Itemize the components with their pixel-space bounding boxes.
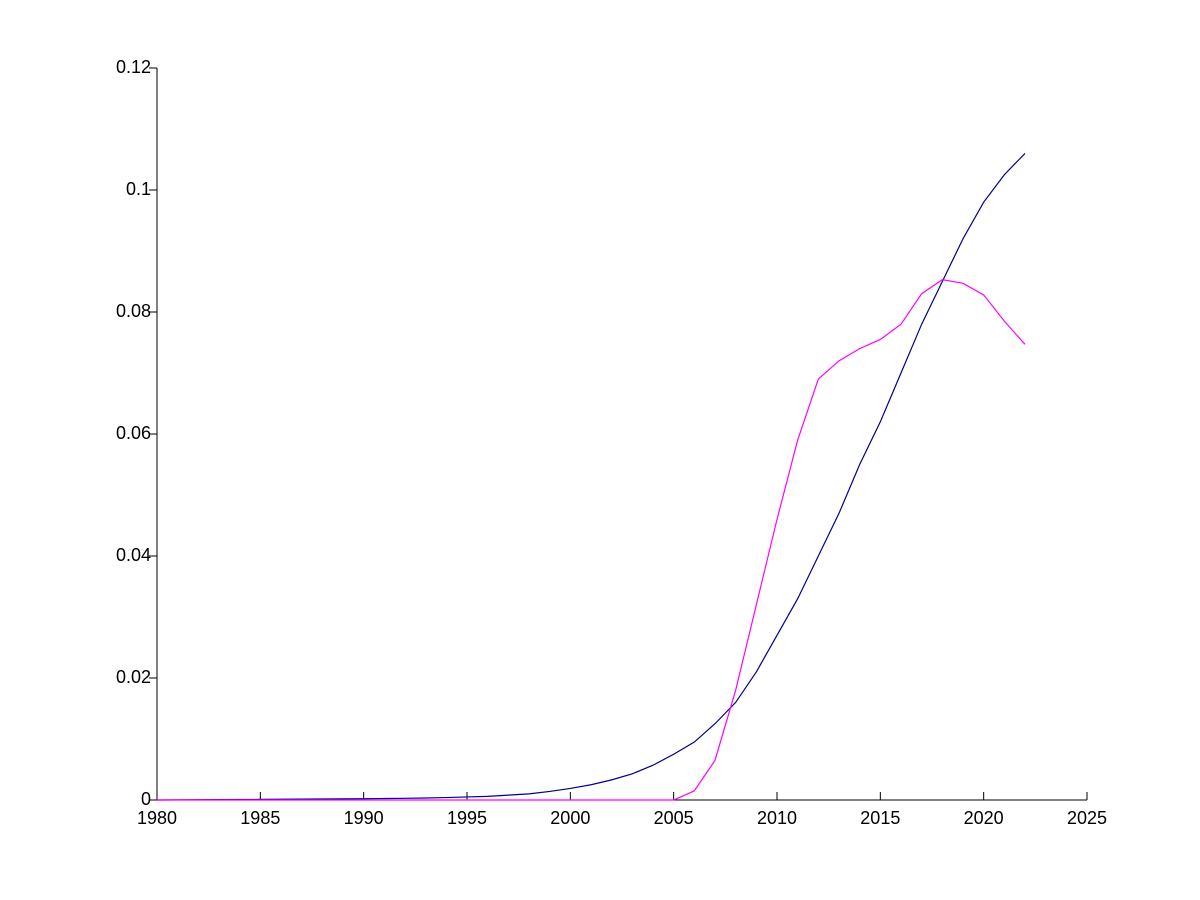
x-tick-label: 1980 [137,808,177,828]
x-tick-label: 2010 [757,808,797,828]
line-series [156,152,1026,801]
x-tick-label: 2020 [964,808,1004,828]
y-tick-label: 0.12 [116,57,151,77]
y-tick-label: 0.1 [126,179,151,199]
y-tick-label: 0.06 [116,423,151,443]
x-tick-label: 1995 [447,808,487,828]
line-series [157,279,1026,801]
x-tick-label: 2005 [654,808,694,828]
x-tick-label: 2025 [1067,808,1107,828]
y-tick-label: 0.04 [116,545,151,565]
x-tick-label: 1990 [344,808,384,828]
y-tick-label: 0 [141,789,151,809]
y-tick-label: 0.08 [116,301,151,321]
y-tick-label: 0.02 [116,667,151,687]
x-tick-label: 2000 [550,808,590,828]
x-tick-label: 1985 [240,808,280,828]
x-tick-label: 2015 [860,808,900,828]
